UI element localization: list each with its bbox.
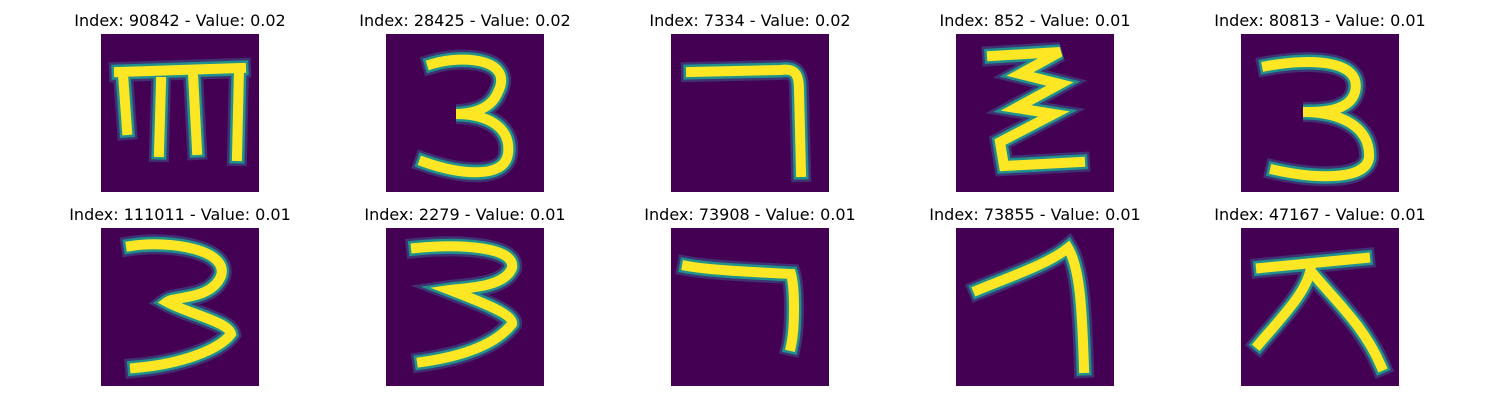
glyph-stroke [410, 241, 518, 368]
glyph-stroke [1251, 252, 1388, 373]
image-panel: Index: 73908 - Value: 0.01 [630, 194, 870, 386]
panel-title: Index: 47167 - Value: 0.01 [1214, 205, 1426, 224]
glyph-stroke [1261, 57, 1375, 182]
digit-image [956, 228, 1114, 386]
panel-title: Index: 73855 - Value: 0.01 [929, 205, 1141, 224]
image-panel: Index: 2279 - Value: 0.01 [345, 194, 585, 386]
image-panel: Index: 852 - Value: 0.01 [915, 0, 1155, 192]
glyph-stroke [417, 54, 514, 178]
panel-title: Index: 80813 - Value: 0.01 [1214, 11, 1426, 30]
digit-image [1241, 228, 1399, 386]
glyph-stroke [113, 62, 247, 162]
image-background [671, 228, 829, 386]
image-panel: Index: 73855 - Value: 0.01 [915, 194, 1155, 386]
glyph-stroke [681, 260, 799, 352]
image-panel: Index: 80813 - Value: 0.01 [1200, 0, 1440, 192]
panel-title: Index: 2279 - Value: 0.01 [364, 205, 566, 224]
digit-image [386, 228, 544, 386]
glyph-stroke [125, 239, 237, 374]
panel-title: Index: 7334 - Value: 0.02 [649, 11, 851, 30]
panel-title: Index: 73908 - Value: 0.01 [644, 205, 856, 224]
digit-image [1241, 34, 1399, 192]
image-panel: Index: 90842 - Value: 0.02 [60, 0, 300, 192]
digit-image [671, 34, 829, 192]
image-panel: Index: 7334 - Value: 0.02 [630, 0, 870, 192]
digit-image [101, 34, 259, 192]
panel-title: Index: 90842 - Value: 0.02 [74, 11, 286, 30]
panel-title: Index: 111011 - Value: 0.01 [69, 205, 291, 224]
image-panel: Index: 47167 - Value: 0.01 [1200, 194, 1440, 386]
panel-title: Index: 28425 - Value: 0.02 [359, 11, 571, 30]
glyph-stroke [685, 64, 807, 178]
digit-image [956, 34, 1114, 192]
digit-image [386, 34, 544, 192]
glyph-stroke [986, 47, 1086, 172]
glyph-stroke [971, 240, 1090, 374]
digit-image [671, 228, 829, 386]
image-panel: Index: 111011 - Value: 0.01 [60, 194, 300, 386]
panel-title: Index: 852 - Value: 0.01 [939, 11, 1131, 30]
digit-image [101, 228, 259, 386]
image-panel: Index: 28425 - Value: 0.02 [345, 0, 585, 192]
